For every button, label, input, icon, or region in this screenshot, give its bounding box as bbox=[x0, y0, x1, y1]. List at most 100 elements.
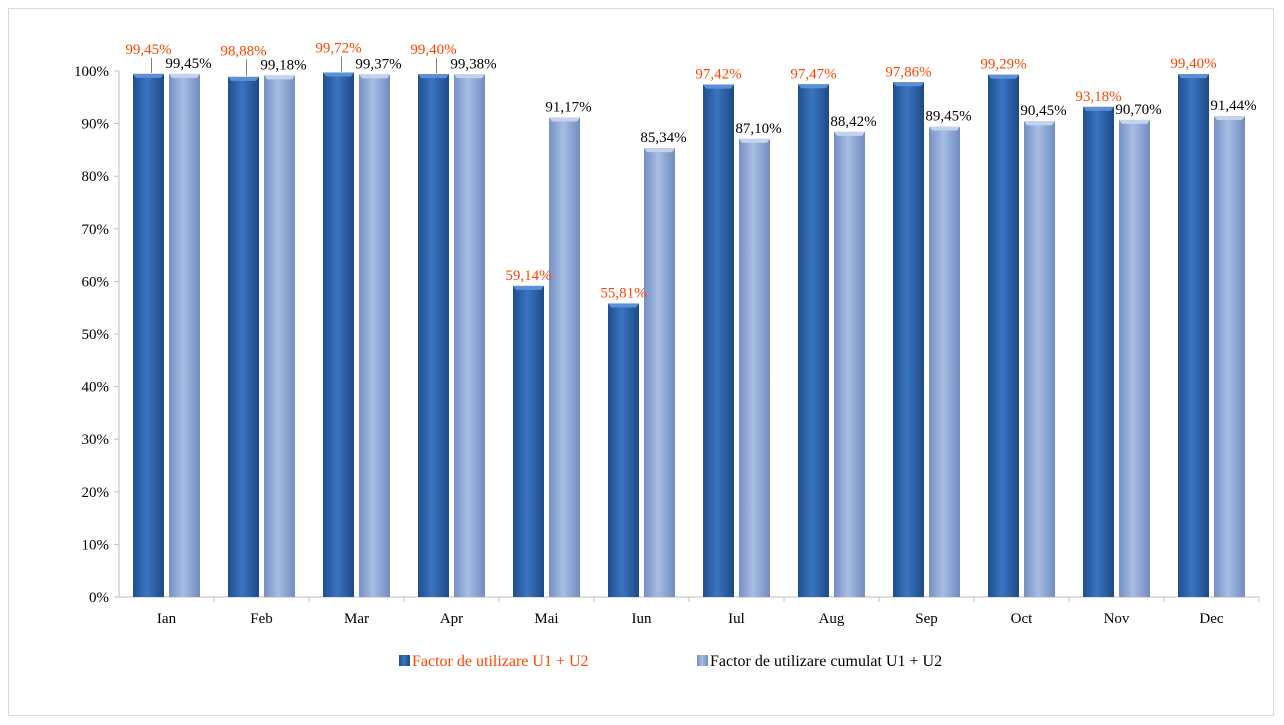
data-label-factor-utilizare: 99,45% bbox=[125, 42, 171, 58]
chart-frame: 0% 10% 20% 30% 40% 50% 60% 70% 80% 90% 100% Ian Feb M… bbox=[8, 8, 1274, 716]
bar-top-bevel bbox=[1178, 74, 1209, 79]
bar-top-bevel bbox=[1024, 121, 1055, 126]
data-label-factor-cumulat: 87,10% bbox=[735, 121, 781, 137]
data-label-factor-utilizare: 55,81% bbox=[600, 285, 646, 301]
bar-top-bevel bbox=[893, 82, 924, 87]
x-tick-label: Nov bbox=[1104, 611, 1130, 627]
bar-chart: 0% 10% 20% 30% 40% 50% 60% 70% 80% 90% 100% Ian Feb M… bbox=[74, 40, 1260, 670]
y-tick-label: 80% bbox=[82, 169, 110, 185]
y-tick-label: 40% bbox=[82, 380, 110, 396]
y-tick-label: 50% bbox=[82, 327, 110, 343]
y-tick-label: 70% bbox=[82, 222, 110, 238]
bar-top-bevel bbox=[513, 285, 544, 290]
data-label-factor-utilizare: 97,47% bbox=[790, 66, 836, 82]
bar-factor-utilizare bbox=[133, 73, 164, 597]
x-tick-label: Sep bbox=[915, 611, 938, 627]
x-tick-label: Oct bbox=[1011, 611, 1033, 627]
legend-swatch bbox=[697, 655, 708, 666]
x-tick-label: Mar bbox=[344, 611, 369, 627]
bar-factor-cumulat bbox=[359, 74, 390, 598]
y-tick-label: 0% bbox=[89, 590, 109, 606]
bar-top-bevel bbox=[608, 303, 639, 308]
bar-factor-cumulat bbox=[929, 126, 960, 598]
data-label-factor-cumulat: 99,18% bbox=[260, 57, 306, 73]
bar-factor-utilizare bbox=[703, 84, 734, 597]
bar-top-bevel bbox=[133, 73, 164, 78]
data-label-factor-utilizare: 98,88% bbox=[220, 43, 266, 59]
bar-top-bevel bbox=[549, 117, 580, 122]
bar-factor-cumulat bbox=[1119, 119, 1150, 597]
y-tick-label: 30% bbox=[82, 432, 110, 448]
x-tick-label: Feb bbox=[250, 611, 273, 627]
y-tick-label: 60% bbox=[82, 274, 110, 290]
bar-factor-cumulat bbox=[644, 148, 675, 597]
bar-top-bevel bbox=[264, 75, 295, 80]
y-tick-label: 10% bbox=[82, 537, 110, 553]
x-tick-label: Iul bbox=[728, 611, 745, 627]
data-label-factor-cumulat: 85,34% bbox=[640, 130, 686, 146]
bar-factor-utilizare bbox=[418, 74, 449, 597]
data-label-factor-cumulat: 88,42% bbox=[830, 114, 876, 130]
x-tick-label: Dec bbox=[1199, 611, 1223, 627]
data-label-factor-cumulat: 91,44% bbox=[1210, 98, 1256, 114]
bar-factor-utilizare bbox=[608, 303, 639, 597]
bar-top-bevel bbox=[644, 148, 675, 153]
bar-top-bevel bbox=[323, 72, 354, 77]
bar-factor-cumulat bbox=[1214, 116, 1245, 597]
bar-top-bevel bbox=[1119, 119, 1150, 124]
bar-top-bevel bbox=[169, 73, 200, 78]
bar-top-bevel bbox=[454, 74, 485, 79]
data-label-factor-utilizare: 99,72% bbox=[315, 40, 361, 56]
data-label-factor-cumulat: 91,17% bbox=[545, 99, 591, 115]
bar-factor-utilizare bbox=[893, 82, 924, 597]
bar-factor-utilizare bbox=[1083, 106, 1114, 597]
bar-factor-utilizare bbox=[1178, 74, 1209, 597]
bar-top-bevel bbox=[418, 74, 449, 79]
data-label-factor-utilizare: 59,14% bbox=[505, 268, 551, 284]
x-tick-label: Apr bbox=[440, 611, 463, 627]
data-label-factor-utilizare: 99,29% bbox=[980, 57, 1026, 73]
legend-swatch bbox=[399, 655, 410, 666]
bar-factor-utilizare bbox=[513, 285, 544, 597]
bar-factor-cumulat bbox=[454, 74, 485, 597]
x-tick-label: Ian bbox=[157, 611, 177, 627]
bar-top-bevel bbox=[1083, 106, 1114, 111]
x-tick-label: Aug bbox=[819, 611, 845, 627]
y-tick-label: 20% bbox=[82, 485, 110, 501]
data-label-factor-cumulat: 89,45% bbox=[925, 108, 971, 124]
bar-top-bevel bbox=[739, 138, 770, 143]
data-label-factor-cumulat: 90,70% bbox=[1115, 102, 1161, 118]
bar-factor-utilizare bbox=[323, 72, 354, 598]
y-tick-label: 90% bbox=[82, 117, 110, 133]
bar-top-bevel bbox=[1214, 116, 1245, 121]
bar-factor-cumulat bbox=[739, 138, 770, 597]
data-label-factor-utilizare: 97,86% bbox=[885, 64, 931, 80]
bar-top-bevel bbox=[834, 131, 865, 136]
data-label-factor-cumulat: 90,45% bbox=[1020, 103, 1066, 119]
bar-top-bevel bbox=[359, 74, 390, 79]
bar-top-bevel bbox=[798, 84, 829, 89]
data-label-factor-utilizare: 93,18% bbox=[1075, 89, 1121, 105]
bar-factor-utilizare bbox=[228, 76, 259, 598]
bar-factor-cumulat bbox=[169, 73, 200, 597]
bar-factor-cumulat bbox=[1024, 121, 1055, 597]
data-label-factor-utilizare: 97,42% bbox=[695, 67, 741, 83]
bar-factor-utilizare bbox=[988, 74, 1019, 597]
legend-label: Factor de utilizare U1 + U2 bbox=[412, 653, 589, 670]
bar-top-bevel bbox=[929, 126, 960, 131]
x-tick-label: Iun bbox=[632, 611, 652, 627]
bar-top-bevel bbox=[703, 84, 734, 89]
bar-factor-cumulat bbox=[834, 131, 865, 597]
bar-factor-cumulat bbox=[549, 117, 580, 597]
data-label-factor-cumulat: 99,38% bbox=[450, 56, 496, 72]
bar-factor-cumulat bbox=[264, 75, 295, 597]
bar-top-bevel bbox=[988, 74, 1019, 79]
data-label-factor-utilizare: 99,40% bbox=[410, 42, 456, 58]
legend-label: Factor de utilizare cumulat U1 + U2 bbox=[710, 653, 942, 670]
data-label-factor-cumulat: 99,37% bbox=[355, 56, 401, 72]
data-label-factor-cumulat: 99,45% bbox=[165, 56, 211, 72]
bar-top-bevel bbox=[228, 76, 259, 81]
data-label-factor-utilizare: 99,40% bbox=[1170, 56, 1216, 72]
y-tick-label: 100% bbox=[74, 64, 109, 80]
x-tick-label: Mai bbox=[534, 611, 558, 627]
